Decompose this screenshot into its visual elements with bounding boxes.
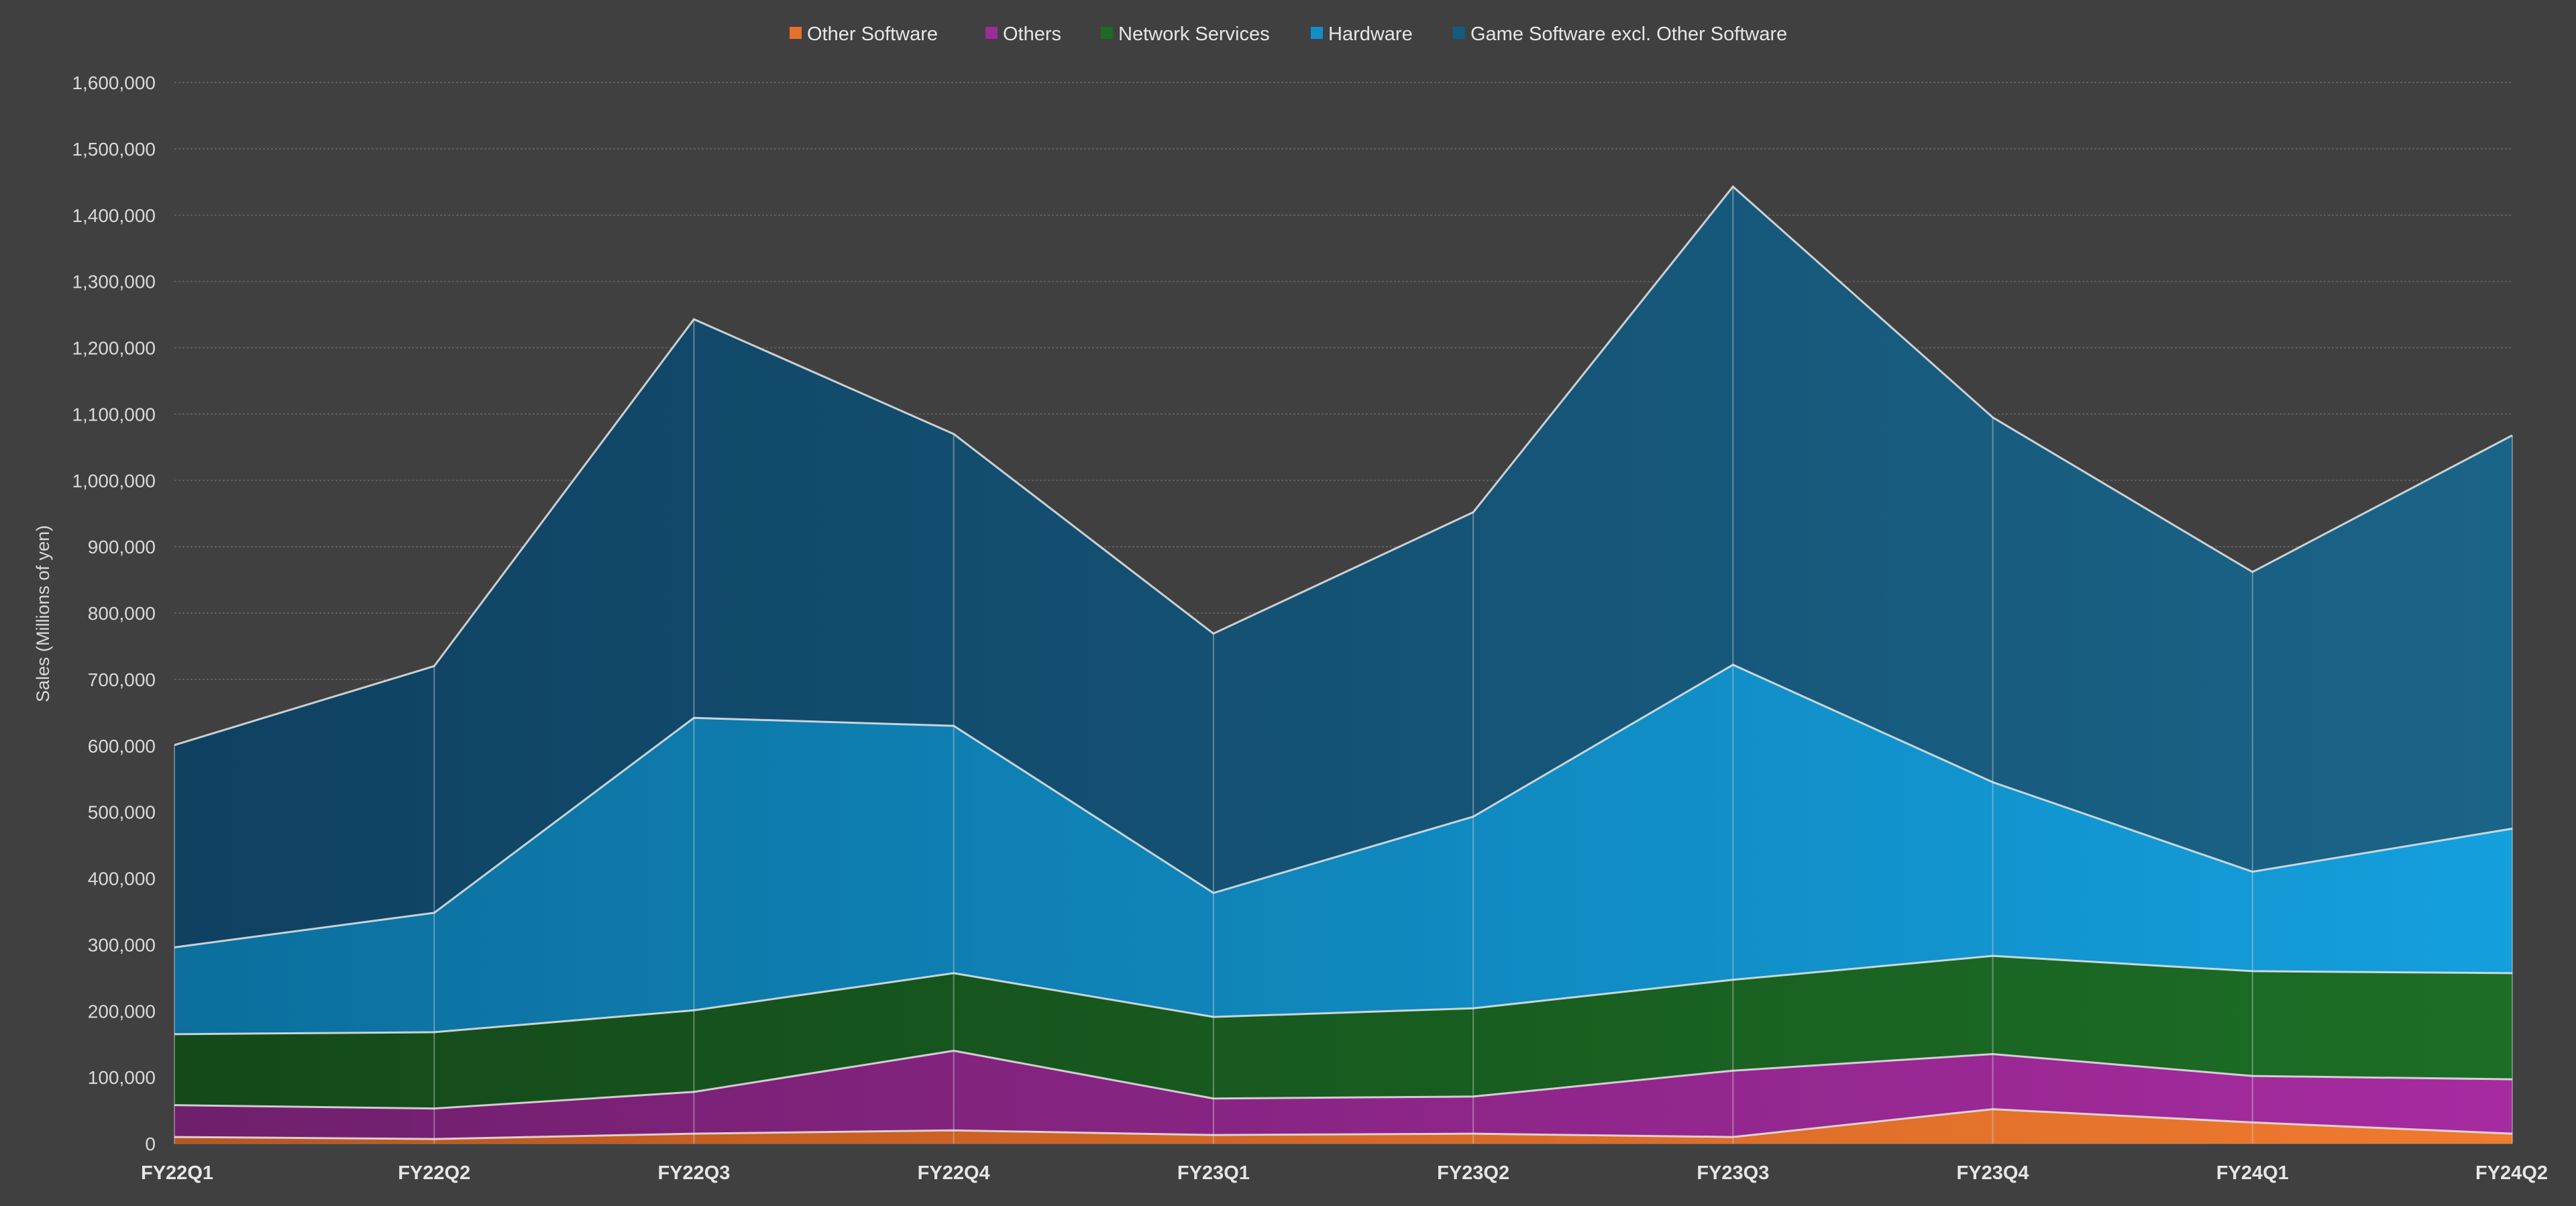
y-tick-label: 1,200,000 bbox=[72, 338, 156, 359]
legend-item-hardware: Hardware bbox=[1311, 23, 1413, 45]
area-network-services bbox=[174, 956, 2512, 1109]
legend-item-network-services: Network Services bbox=[1101, 23, 1270, 45]
legend-swatch bbox=[1311, 27, 1323, 39]
legend-label: Hardware bbox=[1328, 23, 1413, 45]
category-lines bbox=[174, 186, 2513, 1144]
y-tick-label: 200,000 bbox=[88, 1001, 156, 1022]
legend-swatch bbox=[790, 27, 802, 39]
area-game-software-excl-other-software bbox=[174, 186, 2512, 948]
x-tick-label: FY22Q2 bbox=[398, 1162, 470, 1184]
x-axis-ticks: FY22Q1 FY22Q2 FY22Q3 FY22Q4 FY23Q1 FY23Q2 FY23… bbox=[141, 1162, 2548, 1184]
x-tick-label: FY23Q1 bbox=[1177, 1162, 1250, 1184]
y-tick-label: 700,000 bbox=[88, 669, 156, 690]
y-tick-label: 100,000 bbox=[88, 1067, 156, 1088]
legend-item-others: Others bbox=[985, 23, 1061, 45]
x-tick-label: FY22Q1 bbox=[141, 1162, 213, 1184]
x-tick-label: FY24Q2 bbox=[2475, 1162, 2548, 1184]
y-tick-label: 0 bbox=[145, 1134, 156, 1154]
edge-others bbox=[174, 1050, 2513, 1110]
legend-label: Game Software excl. Other Software bbox=[1470, 23, 1787, 45]
y-tick-label: 1,600,000 bbox=[72, 72, 156, 93]
legend-item-game-software-excl-other-software: Game Software excl. Other Software bbox=[1453, 23, 1787, 45]
x-tick-label: FY23Q3 bbox=[1697, 1162, 1769, 1184]
x-tick-label: FY22Q3 bbox=[657, 1162, 730, 1184]
x-tick-label: FY22Q4 bbox=[918, 1162, 990, 1184]
legend-label: Network Services bbox=[1118, 23, 1270, 45]
area-other-software bbox=[174, 1109, 2512, 1144]
legend-item-other-software: Other Software bbox=[790, 23, 938, 45]
x-tick-label: FY24Q1 bbox=[2216, 1162, 2289, 1184]
area-series bbox=[174, 186, 2512, 1144]
legend-swatch bbox=[985, 27, 998, 39]
legend-label: Other Software bbox=[807, 23, 938, 45]
y-tick-label: 600,000 bbox=[88, 736, 156, 757]
legend-swatch bbox=[1101, 27, 1113, 39]
y-tick-label: 1,100,000 bbox=[72, 404, 156, 425]
y-tick-label: 1,300,000 bbox=[72, 272, 156, 292]
y-tick-label: 300,000 bbox=[88, 934, 156, 955]
legend: Other Software Others Network Services Hard… bbox=[790, 23, 1787, 45]
y-tick-label: 800,000 bbox=[88, 603, 156, 624]
edge-other-software bbox=[174, 1108, 2513, 1140]
y-tick-label: 900,000 bbox=[88, 537, 156, 557]
edge-network-services bbox=[174, 954, 2513, 1036]
y-axis-title: Sales (Millions of yen) bbox=[33, 525, 53, 702]
legend-swatch bbox=[1453, 27, 1465, 39]
area-others bbox=[174, 1050, 2512, 1140]
legend-label: Others bbox=[1003, 23, 1061, 45]
y-tick-label: 1,400,000 bbox=[72, 205, 156, 226]
x-tick-label: FY23Q2 bbox=[1437, 1162, 1509, 1184]
y-tick-label: 400,000 bbox=[88, 869, 156, 889]
y-axis-ticks: 0 100,000 200,000 300,000 400,000 500,000 600,… bbox=[72, 72, 156, 1154]
y-tick-label: 1,000,000 bbox=[72, 470, 156, 491]
edge-game-software-excl-other-software bbox=[174, 185, 2513, 747]
series-edges bbox=[174, 185, 2513, 1140]
edge-hardware bbox=[174, 663, 2513, 948]
y-tick-label: 1,500,000 bbox=[72, 139, 156, 160]
y-tick-label: 500,000 bbox=[88, 802, 156, 823]
area-hardware bbox=[174, 665, 2512, 1034]
x-tick-label: FY23Q4 bbox=[1957, 1162, 2029, 1184]
